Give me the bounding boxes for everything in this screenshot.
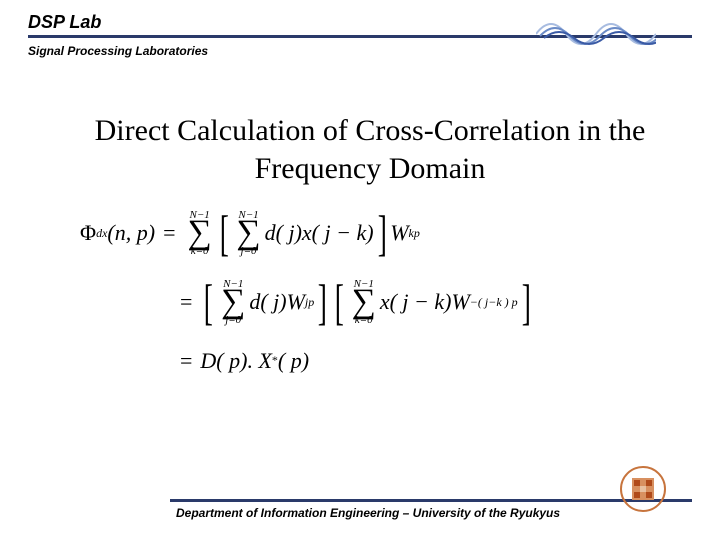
eq1-lhs-phi: Φ — [80, 220, 96, 246]
eq3-equals: = — [180, 348, 192, 374]
eq2-innerA-sup: jp — [305, 295, 314, 310]
footer-text: Department of Information Engineering – … — [170, 502, 692, 520]
equation-1: Φ dx (n, p) = N−1 ∑ k=0 [ N−1 ∑ j=0 d( j… — [80, 210, 660, 257]
bracket-right-icon: ] — [318, 280, 327, 325]
eq1-equals: = — [163, 220, 175, 246]
sigma-icon: ∑ — [188, 219, 212, 248]
eq2-innerA-base: d( j)W — [249, 289, 305, 315]
eq1-sum1-lower: k=0 — [191, 246, 209, 257]
eq3-body-pre: D( p). X — [200, 348, 271, 374]
slide-footer: Department of Information Engineering – … — [170, 499, 692, 520]
eq2-equals: = — [180, 289, 192, 315]
eq2-sumA-lower: j=0 — [225, 315, 241, 326]
slide-header: DSP Lab Signal Processing Laboratories — [28, 12, 692, 58]
university-logo-icon — [620, 466, 666, 512]
eq1-lhs-args: (n, p) — [107, 220, 155, 246]
eq1-sum-inner: N−1 ∑ j=0 — [236, 210, 260, 257]
equations-block: Φ dx (n, p) = N−1 ∑ k=0 [ N−1 ∑ j=0 d( j… — [80, 210, 660, 396]
slide-title: Direct Calculation of Cross-Correlation … — [60, 112, 680, 187]
bracket-right-icon: ] — [521, 280, 530, 325]
eq1-sum-outer: N−1 ∑ k=0 — [188, 210, 212, 257]
wave-decor-icon — [536, 12, 656, 56]
sigma-icon: ∑ — [352, 288, 376, 317]
sigma-icon: ∑ — [221, 288, 245, 317]
eq1-lhs-sub: dx — [96, 226, 107, 241]
equation-3: = D( p). X * ( p) — [80, 348, 660, 374]
bracket-left-icon: [ — [204, 280, 213, 325]
eq2-innerB-sup: −( j−k ) p — [470, 295, 518, 310]
sigma-icon: ∑ — [236, 219, 260, 248]
bracket-right-icon: ] — [377, 211, 386, 256]
eq1-inner: d( j)x( j − k) — [265, 220, 374, 246]
eq2-sumB: N−1 ∑ k=0 — [352, 279, 376, 326]
eq2-sumB-lower: k=0 — [355, 315, 373, 326]
eq2-sumA: N−1 ∑ j=0 — [221, 279, 245, 326]
bracket-left-icon: [ — [219, 211, 228, 256]
eq1-sum2-lower: j=0 — [241, 246, 257, 257]
eq1-tail-sup: kp — [409, 226, 420, 241]
equation-2: = [ N−1 ∑ j=0 d( j)W jp ] [ N−1 ∑ k=0 x(… — [80, 279, 660, 326]
eq2-innerB-base: x( j − k)W — [380, 289, 470, 315]
bracket-left-icon: [ — [335, 280, 344, 325]
slide-root: DSP Lab Signal Processing Laboratories D… — [0, 0, 720, 540]
eq3-body-post: ( p) — [278, 348, 309, 374]
eq1-tail-base: W — [390, 220, 408, 246]
